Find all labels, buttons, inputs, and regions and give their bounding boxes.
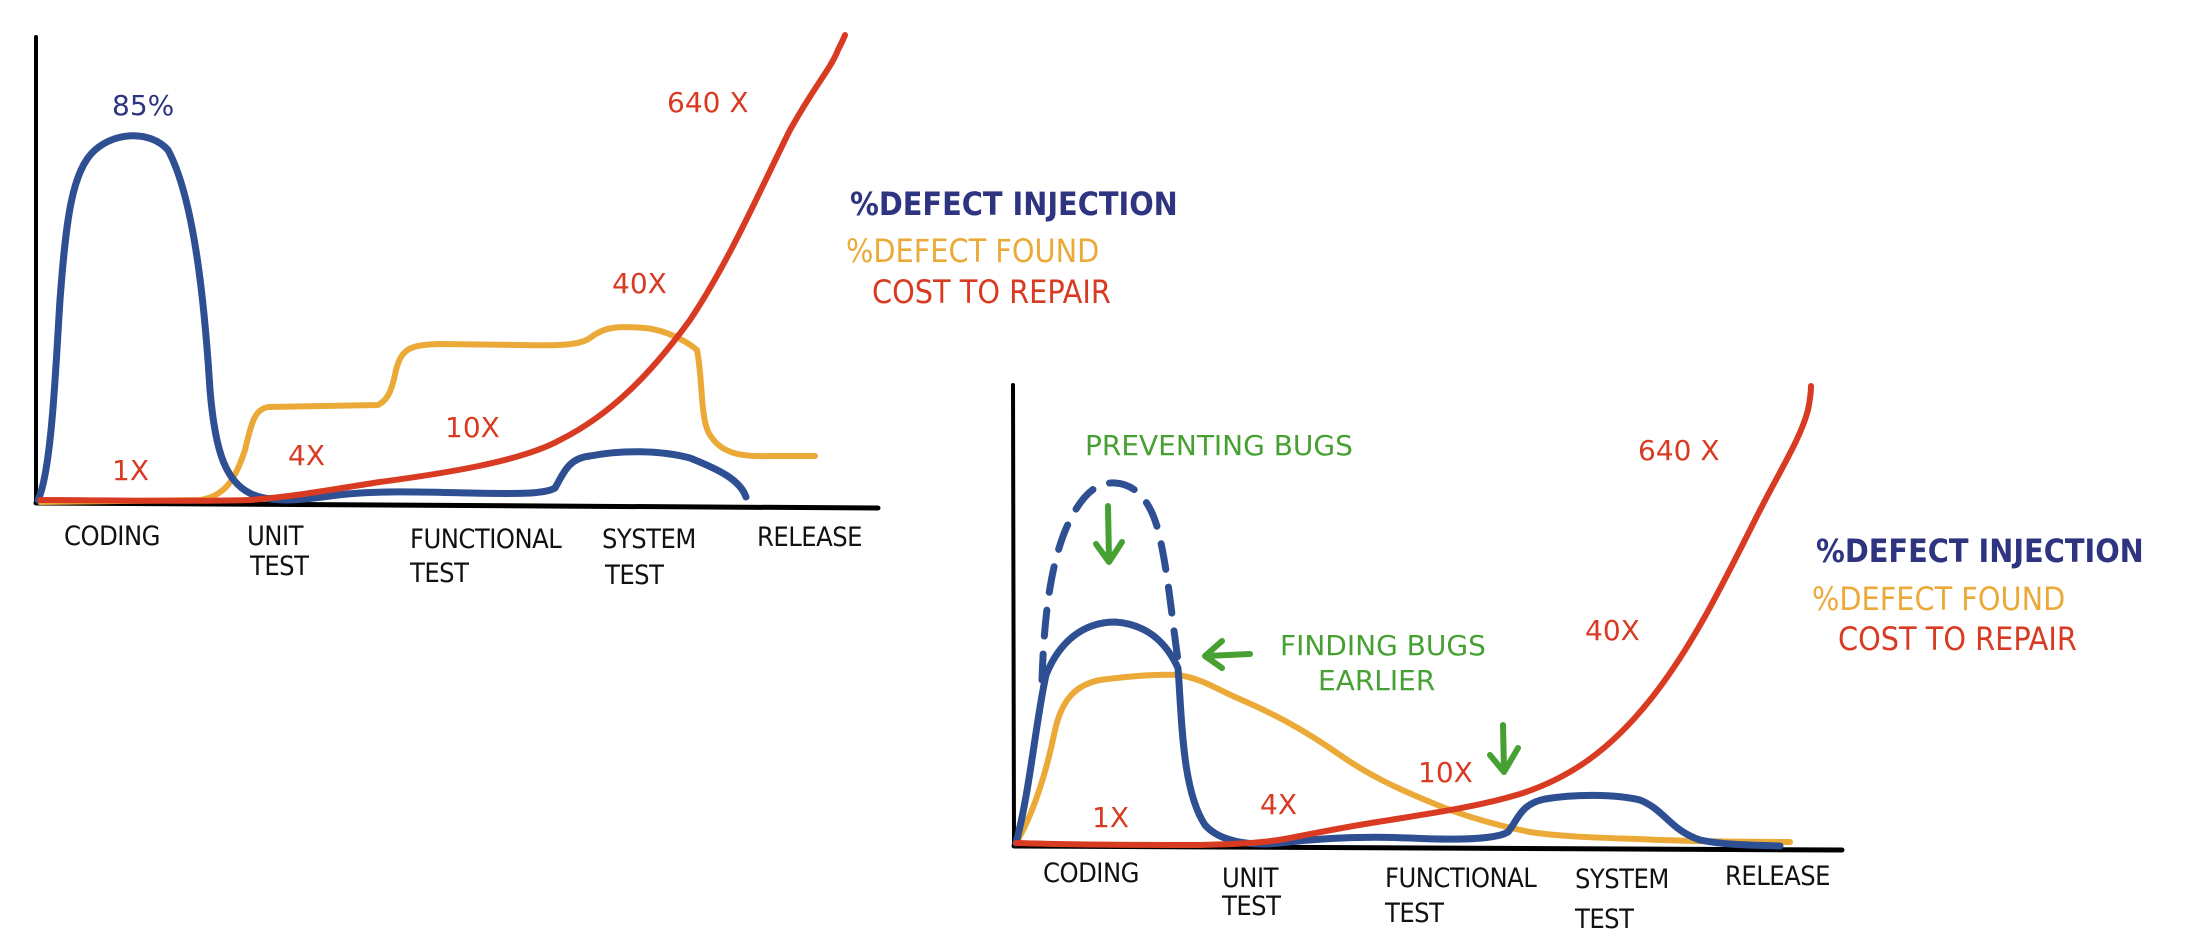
left-cost-label-release: 640 X bbox=[667, 86, 749, 119]
right-cost-label-release: 640 X bbox=[1638, 434, 1720, 467]
left-defect-injection-curve bbox=[34, 132, 750, 504]
left-defect-found-curve bbox=[37, 324, 818, 505]
left-cost-label-system: 40X bbox=[612, 267, 667, 300]
left-x-label-unit: UNIT bbox=[247, 521, 304, 552]
right-cost-curve bbox=[1013, 383, 1814, 848]
left-x-label-system-2: TEST bbox=[604, 560, 664, 591]
finding-arrow-icon bbox=[1202, 638, 1253, 671]
left-x-label-functional-2: TEST bbox=[409, 558, 469, 589]
left-peak-label: 85% bbox=[112, 89, 174, 122]
right-legend-cost: COST TO REPAIR bbox=[1838, 620, 2077, 658]
left-x-label-system: SYSTEM bbox=[602, 524, 696, 555]
left-cost-label-unit: 4X bbox=[288, 439, 325, 472]
right-x-label-unit: UNIT bbox=[1222, 863, 1279, 894]
right-y-axis bbox=[1011, 383, 1016, 848]
left-cost-curve bbox=[37, 32, 848, 504]
right-x-label-system: SYSTEM bbox=[1575, 864, 1669, 895]
left-x-label-coding: CODING bbox=[64, 521, 160, 552]
right-x-label-unit-2: TEST bbox=[1221, 891, 1281, 922]
left-x-label-functional: FUNCTIONAL bbox=[410, 524, 562, 555]
left-chart: 85% 1X 4X 10X 40X 640 X CODING UNIT TEST… bbox=[33, 32, 1178, 591]
right-x-label-functional: FUNCTIONAL bbox=[1385, 863, 1537, 894]
left-legend-injection: %DEFECT INJECTION bbox=[850, 185, 1178, 223]
left-x-label-unit-2: TEST bbox=[249, 551, 309, 582]
left-legend-found: %DEFECT FOUND bbox=[846, 232, 1099, 270]
right-legend-found: %DEFECT FOUND bbox=[1812, 580, 2065, 618]
finding-bugs-label: FINDING BUGS bbox=[1280, 629, 1486, 662]
right-x-label-release: RELEASE bbox=[1725, 861, 1830, 892]
left-x-axis bbox=[33, 500, 881, 511]
right-original-injection-dashed bbox=[1038, 479, 1182, 684]
right-legend-injection: %DEFECT INJECTION bbox=[1816, 532, 2144, 570]
functional-arrow-icon bbox=[1487, 722, 1521, 775]
left-x-label-release: RELEASE bbox=[757, 522, 862, 553]
preventing-bugs-label: PREVENTING BUGS bbox=[1085, 429, 1353, 462]
right-x-label-functional-2: TEST bbox=[1384, 898, 1444, 929]
right-defect-injection-curve bbox=[1012, 618, 1784, 850]
right-cost-label-coding: 1X bbox=[1092, 801, 1129, 834]
left-cost-label-coding: 1X bbox=[112, 454, 149, 487]
right-cost-label-unit: 4X bbox=[1260, 788, 1297, 821]
left-cost-label-functional: 10X bbox=[445, 411, 500, 444]
finding-bugs-label-2: EARLIER bbox=[1318, 664, 1435, 697]
left-legend: %DEFECT INJECTION %DEFECT FOUND COST TO … bbox=[846, 185, 1178, 311]
right-chart: PREVENTING BUGS FINDING BUGS EARLIER 1X … bbox=[1011, 383, 2144, 935]
right-defect-found-curve bbox=[1013, 671, 1793, 846]
right-x-label-system-2: TEST bbox=[1574, 904, 1634, 935]
left-legend-cost: COST TO REPAIR bbox=[872, 273, 1111, 311]
right-legend: %DEFECT INJECTION %DEFECT FOUND COST TO … bbox=[1812, 532, 2144, 658]
right-cost-label-functional: 10X bbox=[1418, 756, 1473, 789]
preventing-arrow-icon bbox=[1093, 503, 1125, 565]
right-x-label-coding: CODING bbox=[1043, 858, 1139, 889]
right-cost-label-system: 40X bbox=[1585, 614, 1640, 647]
